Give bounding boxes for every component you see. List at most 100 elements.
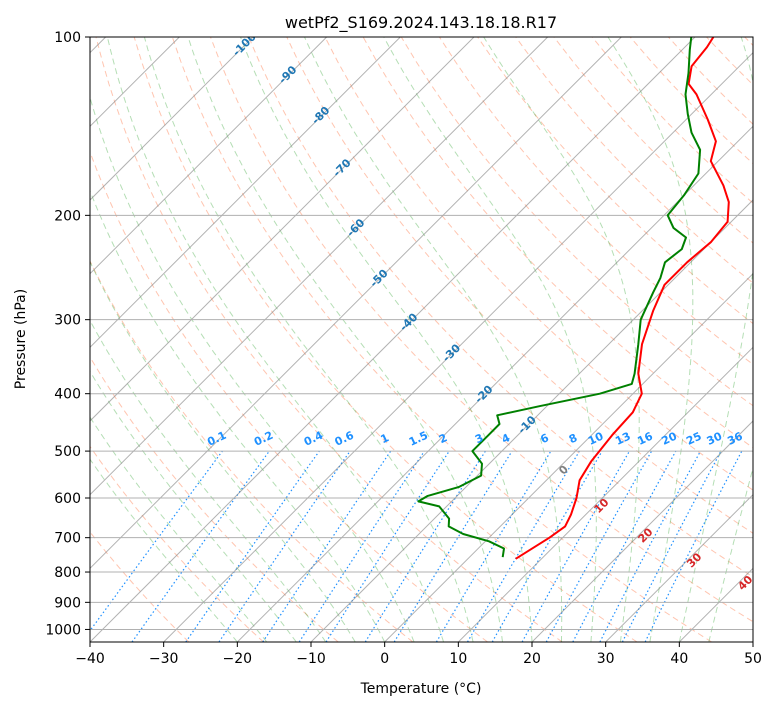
isotherm-label: -80 xyxy=(309,104,332,127)
y-tick-label: 700 xyxy=(54,531,81,547)
mixing-ratio-line xyxy=(185,450,320,642)
dry-adiabat xyxy=(756,10,775,642)
mixing-ratio-label: 4 xyxy=(500,431,513,446)
dry-adiabat xyxy=(90,356,339,642)
dry-adiabat xyxy=(248,37,753,578)
dry-adiabat xyxy=(209,37,753,623)
moist-adiabat xyxy=(708,466,753,642)
mixing-ratio-line xyxy=(599,450,702,642)
isotherm-line xyxy=(163,51,753,642)
mixing-ratio-line xyxy=(90,450,223,632)
dry-adiabat xyxy=(95,37,563,642)
isotherm-line xyxy=(236,125,753,642)
mixing-ratio-label: 16 xyxy=(635,429,655,447)
mixing-ratio-label: 0.4 xyxy=(302,429,325,449)
isotherms xyxy=(90,37,753,642)
moist-adiabat xyxy=(607,37,694,642)
y-axis-label: Pressure (hPa) xyxy=(13,289,29,389)
moist-adiabat xyxy=(90,416,268,642)
axes: −40 −30 −20 −10 0 10 20 30 40 5010020030040050060… xyxy=(45,30,762,667)
isotherm-label: -30 xyxy=(440,341,463,364)
mixing-ratio-label: 36 xyxy=(725,429,745,447)
x-tick-label: 10 xyxy=(449,651,467,667)
dry-adiabat xyxy=(400,37,753,407)
dry-adiabat xyxy=(90,150,488,642)
x-tick-label: 0 xyxy=(380,651,389,667)
mixing-ratio-line xyxy=(545,450,653,642)
plot-frame xyxy=(89,36,754,643)
mixing-ratio-label: 10 xyxy=(586,429,606,447)
moist-adiabat xyxy=(90,458,238,642)
mixing-ratio-line xyxy=(218,450,351,642)
y-tick-label: 200 xyxy=(54,208,81,224)
lower-isotherm-label: 30 xyxy=(684,550,704,570)
mixing-ratio-line xyxy=(364,450,486,642)
dry-adiabat xyxy=(90,445,264,642)
isotherm-line xyxy=(605,493,753,642)
mixing-ratio-line xyxy=(325,450,450,642)
dry-adiabat xyxy=(477,37,753,325)
isotherm-line xyxy=(457,346,753,642)
y-tick-label: 600 xyxy=(54,491,81,507)
moist-adiabat xyxy=(383,37,597,642)
x-tick-label: 50 xyxy=(744,651,762,667)
pressure-gridlines xyxy=(90,37,753,630)
moist-adiabat xyxy=(90,370,297,642)
dry-adiabat xyxy=(553,37,753,244)
isotherm-line xyxy=(90,37,254,201)
x-tick-label: −40 xyxy=(75,651,105,667)
in-plot-labels: -100-90-80-70-60-50-40-30-20-100.1 0.2 0.4… xyxy=(205,30,753,593)
dry-adiabat xyxy=(133,37,638,642)
dry-adiabat xyxy=(324,37,753,491)
mixing-ratio-lines xyxy=(90,450,743,642)
mixing-ratio-label: 8 xyxy=(567,431,579,446)
mixing-ratio-label: 13 xyxy=(613,430,632,448)
isotherm-label: -90 xyxy=(276,63,299,86)
isotherm-label: -40 xyxy=(397,310,420,333)
isotherm-label: -10 xyxy=(516,413,539,436)
isotherm-line xyxy=(90,37,328,275)
dewpoint-profile xyxy=(417,37,702,558)
dry-adiabat xyxy=(744,37,753,47)
lower-isotherm-label: 0 xyxy=(556,462,571,477)
lower-isotherm-label: 20 xyxy=(636,525,656,545)
y-tick-label: 300 xyxy=(54,313,81,329)
profiles xyxy=(417,37,730,560)
mixing-ratio-line xyxy=(131,450,270,642)
y-tick-label: 1000 xyxy=(45,622,81,638)
isotherm-line xyxy=(90,37,622,570)
mixing-ratio-label: 0.6 xyxy=(333,429,356,449)
mixing-ratio-label: 30 xyxy=(705,429,725,447)
x-tick-label: 30 xyxy=(597,651,615,667)
moist-adiabat xyxy=(304,37,563,642)
mixing-ratio-label: 6 xyxy=(538,431,551,446)
chart-title: wetPf2_S169.2024.143.18.18.R17 xyxy=(285,13,557,33)
mixing-ratio-line xyxy=(644,450,743,642)
y-tick-label: 800 xyxy=(54,565,81,581)
moist-adiabat xyxy=(678,37,753,642)
mixing-ratio-line xyxy=(298,450,425,642)
isotherm-line xyxy=(90,37,696,642)
y-tick-label: 500 xyxy=(54,444,81,460)
isotherm-line xyxy=(310,199,753,642)
isotherm-label: -100 xyxy=(230,30,259,59)
moist-adiabat xyxy=(143,37,474,642)
mixing-ratio-label: 0.2 xyxy=(252,429,275,449)
y-tick-label: 900 xyxy=(54,595,81,611)
dry-adiabat xyxy=(90,259,414,642)
plot-area: -100-90-80-70-60-50-40-30-20-100.1 0.2 0.4… xyxy=(90,10,775,642)
isotherm-line xyxy=(752,641,753,642)
mixing-ratio-label: 1.5 xyxy=(407,429,430,449)
x-tick-label: 40 xyxy=(670,651,688,667)
mixing-ratio-line xyxy=(393,450,513,642)
dry-adiabat xyxy=(705,37,753,86)
isotherm-label: -50 xyxy=(367,267,390,290)
moist-adiabat xyxy=(240,37,533,642)
isotherm-line xyxy=(531,420,753,642)
moist-adiabat xyxy=(90,260,356,642)
moist-adiabat xyxy=(106,37,445,642)
mixing-ratio-line xyxy=(466,450,580,642)
isotherm-label: -70 xyxy=(330,156,353,179)
dry-adiabat xyxy=(515,37,753,284)
